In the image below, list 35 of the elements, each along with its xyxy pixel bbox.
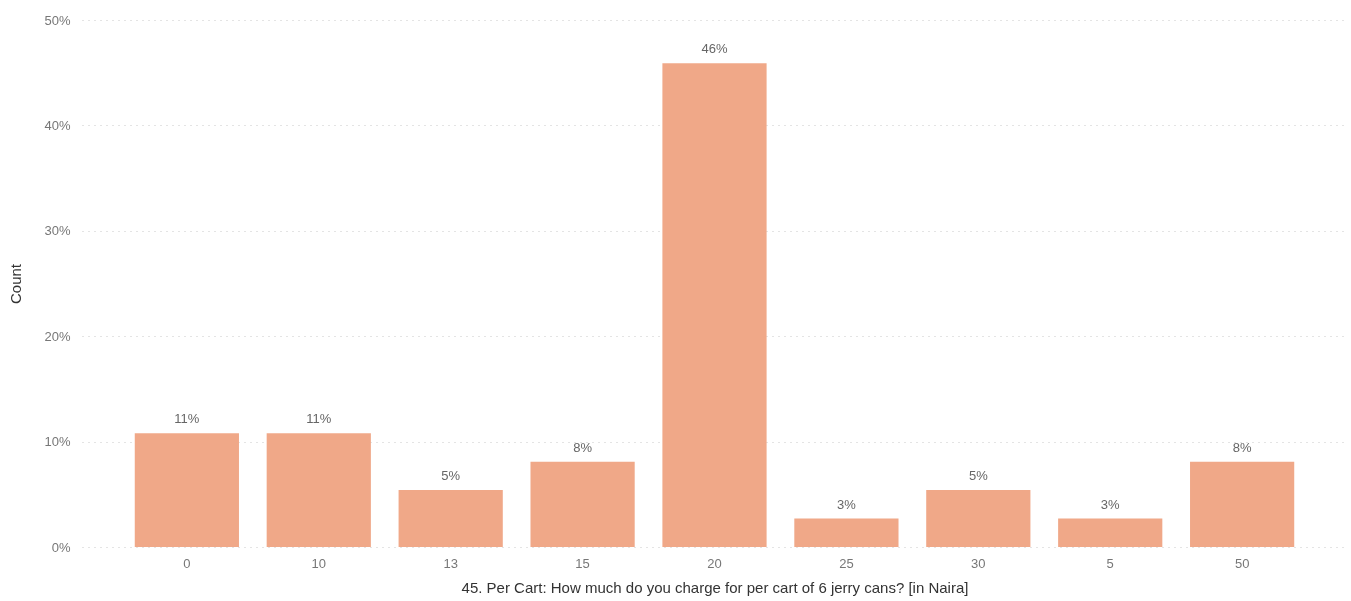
bar [1190, 461, 1295, 547]
x-tick-label: 5 [1106, 555, 1114, 571]
data-label: 8% [1232, 439, 1252, 455]
x-tick-label: 15 [575, 555, 590, 571]
y-tick-label: 30% [44, 223, 71, 239]
bar [530, 461, 635, 547]
data-label: 8% [573, 439, 593, 455]
x-tick-label: 30 [971, 555, 986, 571]
y-axis-title: Count [7, 263, 25, 305]
y-tick-label: 10% [44, 434, 71, 450]
data-label: 11% [174, 411, 200, 427]
data-label: 5% [441, 468, 461, 484]
bar [794, 518, 899, 547]
bar [266, 433, 371, 547]
x-tick-label: 20 [707, 555, 722, 571]
bar [1058, 518, 1163, 547]
x-tick-label: 50 [1234, 555, 1250, 571]
data-label: 46% [701, 41, 728, 57]
x-tick-label: 13 [443, 555, 458, 571]
data-label: 3% [1100, 496, 1121, 512]
x-tick-label: 0 [183, 555, 191, 571]
x-axis-title: 45. Per Cart: How much do you charge for per cart of 6 jerry cans? [in Naira] [461, 578, 969, 596]
x-tick-label: 10 [311, 555, 327, 571]
y-tick-label: 0% [51, 539, 71, 555]
bar [134, 433, 239, 547]
bar [398, 490, 503, 547]
y-tick-label: 40% [44, 117, 71, 133]
y-tick-label: 20% [44, 328, 71, 344]
bar [926, 490, 1031, 547]
bar [662, 63, 767, 547]
data-label: 5% [968, 468, 989, 484]
data-label: 11% [306, 411, 332, 427]
data-label: 3% [837, 496, 857, 512]
y-tick-label: 50% [44, 12, 71, 28]
x-tick-label: 25 [839, 555, 854, 571]
